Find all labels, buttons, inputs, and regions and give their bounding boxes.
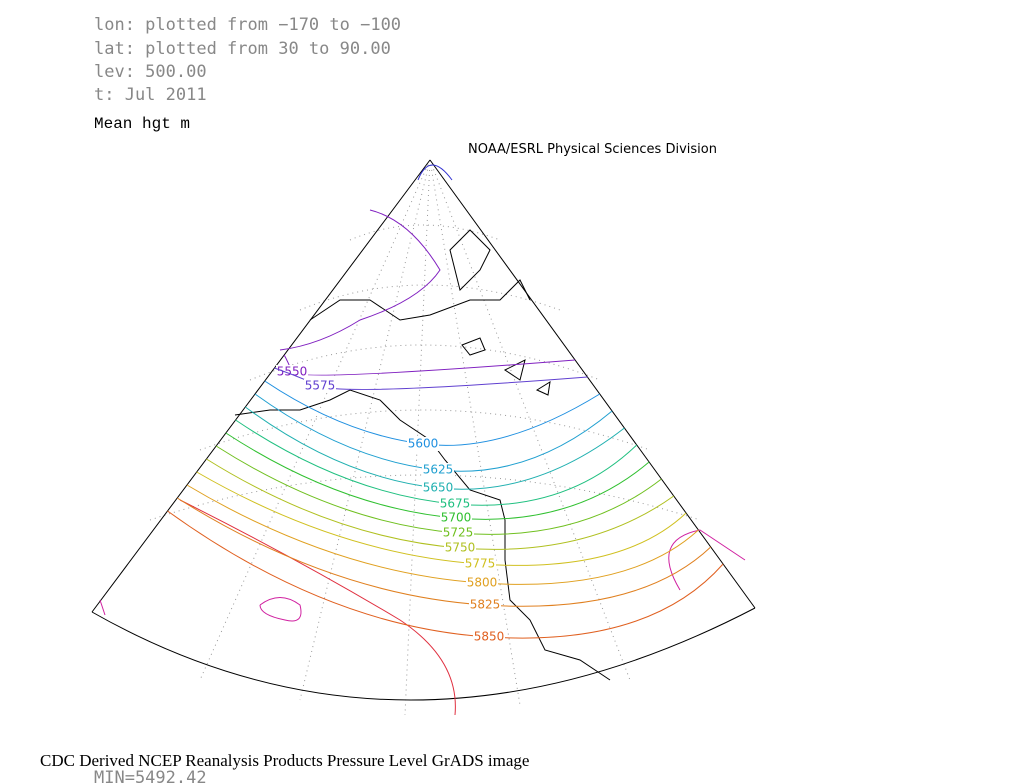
label-bg: [276, 365, 308, 379]
label-bg: [466, 576, 498, 590]
contour-label: 5800: [467, 576, 498, 590]
label-bg: [444, 541, 476, 555]
plot-title: Mean hgt m: [94, 115, 190, 133]
label-bg: [442, 526, 474, 540]
contour-edge: [99, 599, 106, 616]
contour-edge: [668, 529, 746, 591]
contour-label: 5650: [423, 481, 454, 495]
contour-edge: [417, 164, 453, 181]
label-bg: [407, 437, 439, 451]
header-line: lon: plotted from −170 to −100: [94, 15, 401, 35]
contour-label: 5725: [443, 526, 474, 540]
credit: NOAA/ESRL Physical Sciences Division: [468, 142, 717, 157]
label-bg: [422, 463, 454, 477]
header-line: lat: plotted from 30 to 90.00: [94, 39, 391, 59]
contour-label: 5600: [408, 437, 439, 451]
contour-label: 5575: [305, 379, 336, 393]
label-bg: [422, 481, 454, 495]
frame: [91, 159, 756, 701]
label-bg: [304, 379, 336, 393]
contour-label: 5775: [465, 557, 496, 571]
graticule: [149, 159, 701, 716]
contour-label: 5850: [474, 630, 505, 644]
contour-line: [254, 393, 613, 472]
contour-edge: [179, 499, 456, 716]
contour-edge: [279, 209, 441, 351]
contour-label: 5825: [470, 598, 501, 612]
label-bg: [440, 511, 472, 525]
contour-label: 5625: [423, 463, 454, 477]
contour-label: 5700: [441, 511, 472, 525]
label-bg: [469, 598, 501, 612]
footer: CDC Derived NCEP Reanalysis Products Pre…: [40, 751, 529, 770]
label-bg: [464, 557, 496, 571]
contour-min: [259, 597, 302, 622]
footer-min: MIN=5492.42: [94, 768, 207, 784]
contour-label: 5750: [445, 541, 476, 555]
coastline: [234, 229, 611, 681]
contour-line: [283, 354, 576, 376]
contour-label: 5550: [277, 365, 308, 379]
contour-line: [274, 367, 588, 390]
header-line: lev: 500.00: [94, 62, 207, 82]
label-bg: [473, 630, 505, 644]
label-bg: [439, 497, 471, 511]
header-line: t: Jul 2011: [94, 85, 207, 105]
contour-label: 5675: [440, 497, 471, 511]
